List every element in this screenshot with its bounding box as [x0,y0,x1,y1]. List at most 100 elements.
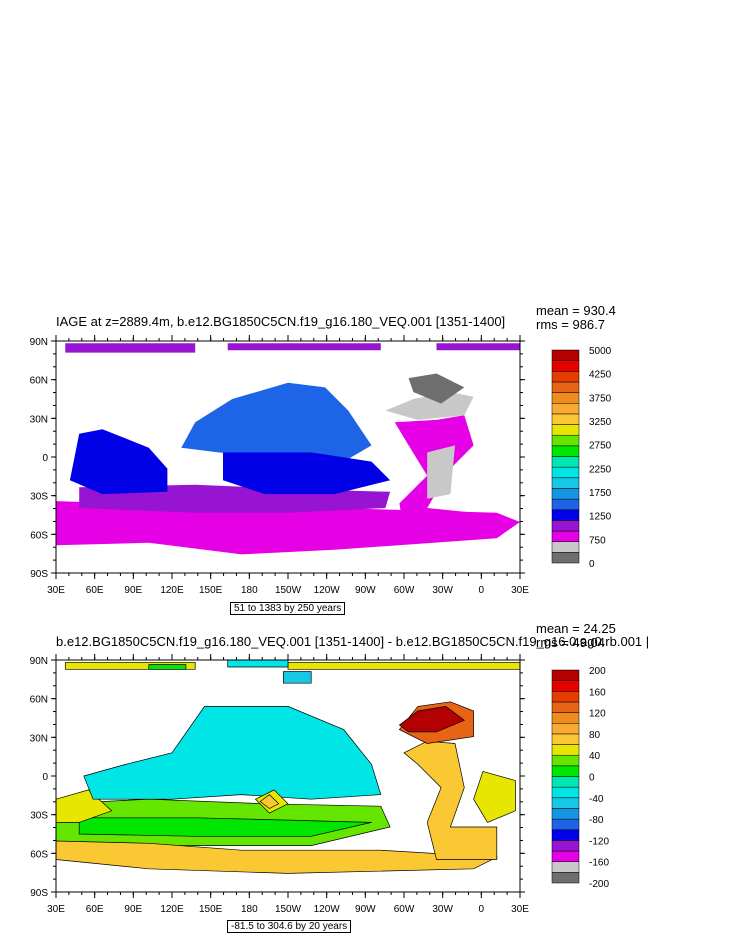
field-pacific-blue [181,382,372,462]
lat-label: 30N [30,733,48,744]
lon-label: 60E [86,904,104,915]
colorbar-swatch [551,371,580,383]
field-atlantic-yellow [473,770,516,823]
colorbar-label: 3250 [589,417,612,428]
colorbar-swatch [551,872,580,884]
colorbar-swatch [551,381,580,393]
colorbar-label: 200 [589,666,606,677]
colorbar-swatch [551,840,580,852]
lon-label: 60W [394,585,415,596]
colorbar-swatch [551,530,580,542]
lon-label: 120E [160,585,184,596]
diff-mean: mean = 24.25 [536,621,616,636]
colorbar-swatch [551,808,580,820]
colorbar-swatch [551,829,580,841]
colorbar-swatch [551,520,580,532]
lon-label: 180 [241,585,258,596]
colorbar-swatch [551,541,580,553]
colorbar-swatch [551,680,580,692]
lat-label: 0 [42,453,48,464]
diff-colorbar: -200 -160 -120 -80 -40 0 40 80 120 160 200 [551,666,609,890]
colorbar-label: 120 [589,709,606,720]
colorbar-swatch [551,797,580,809]
colorbar-swatch [551,360,580,372]
field-satl-gray [427,445,455,499]
iage-panel: IAGE at z=2889.4m, b.e12.BG1850C5CN.f19_… [0,300,733,620]
colorbar-swatch [551,754,580,767]
iage-stats: mean = 930.4 rms = 986.7 [536,304,616,332]
lon-label: 150E [199,904,223,915]
diff-map-frame: 90N 60N 30N 0 30S 60S 90S 30E 60E 90E 120E 150E 180 1… [30,654,529,915]
colorbar-label: 0 [589,559,595,570]
lat-label: 60N [30,695,48,706]
iage-colorbar: 0 750 1250 1750 2250 2750 3250 3750 4250 5000 [551,346,612,570]
lat-label: 30S [30,811,48,822]
lon-label: 0 [479,585,485,596]
lat-label: 0 [42,772,48,783]
colorbar-label: 750 [589,535,606,546]
colorbar-label: 3750 [589,393,612,404]
lon-label: 150W [275,904,302,915]
colorbar-swatch [551,786,580,799]
iage-title: IAGE at z=2889.4m, b.e12.BG1850C5CN.f19_… [56,314,506,329]
colorbar-swatch [551,552,580,564]
colorbar-label: 1250 [589,512,612,523]
lat-label: 60S [30,849,48,860]
lon-label: 120W [314,904,341,915]
colorbar-swatch [551,403,580,415]
field-atlantic-magenta [394,415,507,541]
colorbar-swatch [551,765,580,777]
colorbar-swatch [551,701,580,713]
field-equatorial-blue [223,452,391,495]
colorbar-swatch [551,445,580,457]
colorbar-swatch [551,850,580,862]
colorbar-label: 2250 [589,464,612,475]
colorbar-label: -80 [589,815,604,826]
lat-label: 30S [30,492,48,503]
colorbar-label: 4250 [589,370,612,381]
colorbar-label: 0 [589,773,595,784]
field-arctic-purple [227,343,381,351]
colorbar-swatch [551,466,580,479]
lon-label: 60W [394,904,415,915]
lat-label: 30N [30,414,48,425]
lat-label: 90N [30,656,48,667]
field-pacific-orange [259,794,280,809]
field-arctic-purple [65,343,196,353]
field-arctic-green [148,664,187,670]
colorbar-swatch [551,712,580,724]
field-natl-darkgray [408,373,465,404]
iage-field-layer [56,343,520,555]
diff-title: b.e12.BG1850C5CN.f19_g16.180_VEQ.001 [13… [56,634,650,649]
colorbar-label: 5000 [589,346,612,357]
field-southern-orange [55,840,499,874]
colorbar-swatch [551,818,580,831]
field-natl-lightgray [385,392,474,420]
field-pacific-cyan [83,706,382,800]
lat-label: 90N [30,337,48,348]
colorbar-swatch [551,509,580,521]
lat-label: 60S [30,530,48,541]
colorbar-swatch [551,477,580,489]
lon-label: 30W [432,904,453,915]
colorbar-swatch [551,669,580,681]
colorbar-label: -200 [589,879,609,890]
iage-mean: mean = 930.4 [536,303,616,318]
colorbar-label: 160 [589,687,606,698]
colorbar-swatch [551,744,580,756]
colorbar-swatch [551,424,580,436]
colorbar-label: -160 [589,858,609,869]
field-atlantic-orange [403,740,498,860]
lon-label: 120E [160,904,184,915]
diff-stats: mean = 24.25 rms = 49.04 [536,622,616,650]
lon-label: 30E [47,904,65,915]
lon-label: 0 [479,904,485,915]
colorbar-swatch [551,434,580,447]
iage-map: 90N 60N 30N 0 30S 60S 90S 30E 60E 90E 120E 150E 180 1… [30,335,612,596]
colorbar-label: -40 [589,794,604,805]
lon-label: 60E [86,585,104,596]
colorbar-swatch [551,498,580,511]
colorbar-swatch [551,349,580,361]
field-arctic-blue [283,671,312,684]
diff-field-layer [55,659,521,874]
